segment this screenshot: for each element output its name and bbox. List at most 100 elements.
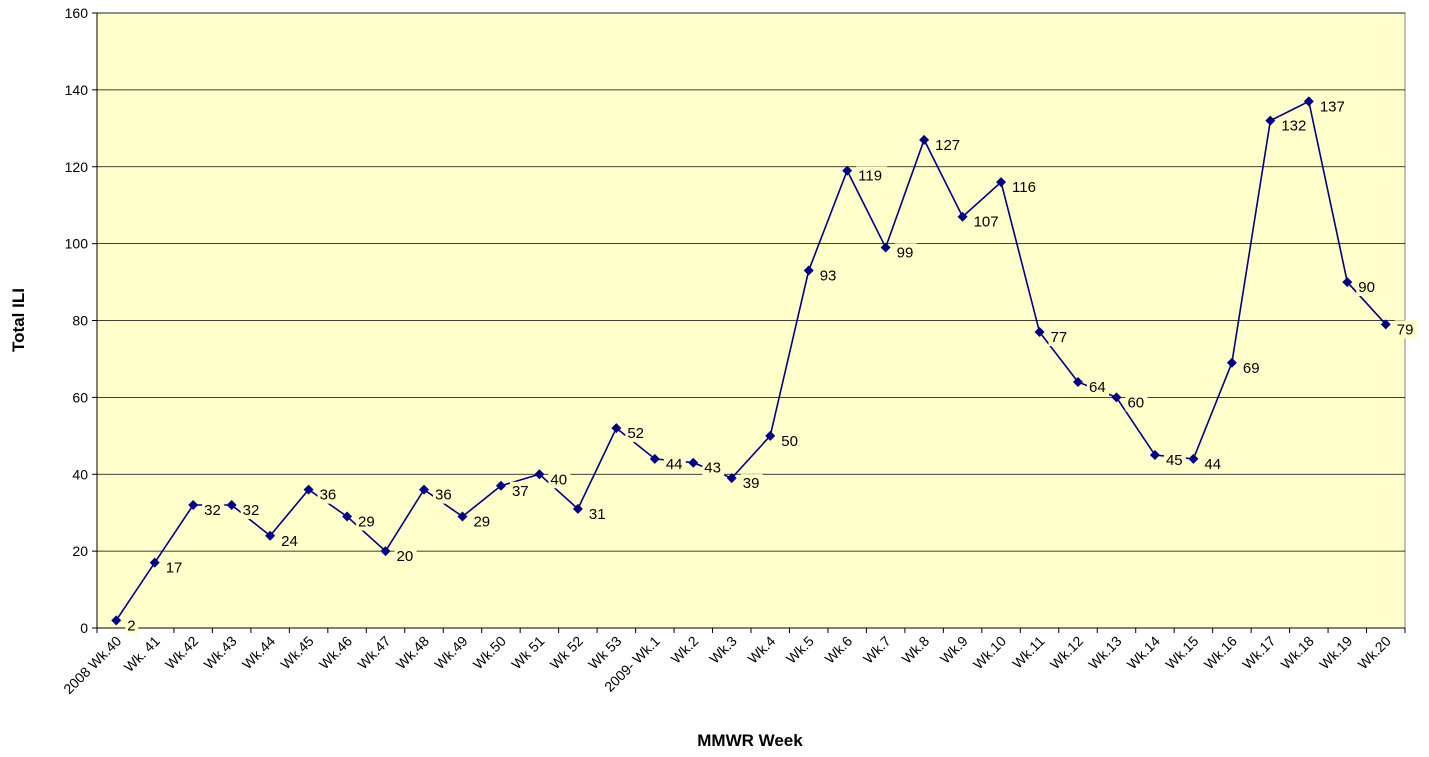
marker — [957, 211, 968, 222]
data-label: 137 — [1320, 98, 1345, 115]
data-label: 64 — [1089, 379, 1106, 396]
data-label-bg — [317, 485, 340, 504]
data-label-bg — [779, 431, 802, 450]
data-label: 93 — [820, 268, 837, 285]
marker — [1188, 453, 1199, 464]
data-label-bg — [471, 512, 494, 531]
data-label: 69 — [1243, 360, 1260, 377]
y-axis-title: Total ILI — [9, 288, 28, 352]
marker — [457, 511, 468, 522]
x-tick-label: Wk.44 — [239, 633, 279, 673]
data-label-bg — [125, 616, 139, 635]
data-label-bg — [740, 474, 763, 493]
x-tick-label: Wk.17 — [1239, 633, 1279, 673]
data-label-bg — [356, 512, 379, 531]
data-label-bg — [663, 454, 686, 473]
marker — [842, 165, 853, 176]
marker — [572, 503, 583, 514]
data-label-bg — [894, 243, 917, 262]
y-tick-label: 80 — [72, 313, 88, 329]
data-label: 99 — [897, 244, 914, 261]
data-label: 132 — [1281, 118, 1306, 135]
marker — [226, 500, 237, 510]
x-tick-label: Wk.14 — [1124, 633, 1164, 673]
marker — [1034, 327, 1045, 338]
x-tick-label: Wk.18 — [1278, 633, 1318, 673]
data-label-bg — [548, 470, 571, 489]
data-label: 29 — [473, 514, 490, 531]
data-label: 32 — [204, 502, 221, 519]
marker — [1226, 357, 1237, 368]
marker — [611, 423, 622, 434]
x-tick-label: Wk.12 — [1047, 633, 1087, 673]
x-tick-label: Wk.4 — [744, 633, 778, 667]
data-label-bg — [509, 481, 532, 500]
x-tick-label: Wk.11 — [1009, 633, 1048, 672]
marker — [111, 615, 122, 626]
data-label: 43 — [704, 460, 721, 477]
data-label-bg — [1125, 393, 1148, 412]
marker — [803, 265, 814, 276]
data-label-bg — [933, 135, 965, 154]
y-tick-label: 60 — [72, 389, 88, 405]
data-label: 39 — [743, 475, 760, 492]
data-label-bg — [702, 458, 725, 477]
marker — [1342, 277, 1353, 288]
x-tick-label: Wk.5 — [783, 633, 817, 667]
marker — [1111, 392, 1122, 403]
marker — [1303, 96, 1314, 107]
marker — [649, 453, 660, 464]
marker — [880, 242, 891, 253]
marker — [188, 500, 199, 510]
marker — [380, 546, 391, 557]
data-label: 119 — [858, 168, 882, 185]
x-tick-label: Wk. 41 — [121, 633, 163, 675]
data-label-bg — [1048, 328, 1071, 347]
data-label-bg — [856, 166, 888, 185]
x-tick-label: Wk.48 — [393, 633, 433, 673]
data-label-bg — [971, 212, 1003, 231]
y-tick-label: 20 — [72, 543, 88, 559]
marker — [149, 557, 160, 568]
data-label-bg — [279, 531, 302, 550]
x-tick-label: Wk.3 — [706, 633, 740, 667]
data-label: 116 — [1012, 179, 1036, 196]
data-label: 29 — [358, 514, 375, 531]
data-label: 20 — [397, 548, 414, 565]
data-label: 37 — [512, 483, 529, 500]
data-label-bg — [1010, 178, 1042, 197]
data-label: 24 — [281, 533, 298, 550]
x-tick-label: Wk.15 — [1162, 633, 1202, 673]
data-label: 44 — [1204, 456, 1221, 473]
y-tick-label: 100 — [65, 236, 89, 252]
x-tick-label: Wk.2 — [668, 633, 702, 667]
marker — [1149, 450, 1160, 461]
x-tick-label: Wk.43 — [200, 633, 240, 673]
y-tick-label: 160 — [65, 5, 89, 21]
x-tick-label: Wk.49 — [431, 633, 471, 673]
data-label: 127 — [935, 137, 960, 154]
marker — [303, 484, 314, 495]
data-label: 36 — [320, 487, 337, 504]
x-tick-label: Wk 52 — [547, 633, 587, 673]
x-tick-label: Wk 51 — [508, 633, 548, 673]
x-tick-label: Wk.16 — [1201, 633, 1241, 673]
y-tick-label: 40 — [72, 466, 88, 482]
marker — [1265, 115, 1276, 126]
data-label-bg — [1317, 97, 1349, 116]
marker — [495, 480, 506, 491]
data-label: 50 — [781, 433, 798, 450]
data-label: 31 — [589, 506, 606, 523]
data-label-bg — [1202, 454, 1225, 473]
x-tick-label: Wk.46 — [316, 633, 356, 673]
marker — [1073, 377, 1083, 387]
data-label-bg — [1240, 358, 1263, 377]
x-tick-label: Wk.50 — [470, 633, 510, 673]
data-label-bg — [1279, 116, 1311, 135]
data-label-bg — [1356, 278, 1379, 297]
marker — [765, 430, 776, 441]
data-label: 40 — [550, 471, 567, 488]
x-tick-label: Wk.8 — [898, 633, 932, 667]
data-label: 17 — [166, 560, 183, 577]
